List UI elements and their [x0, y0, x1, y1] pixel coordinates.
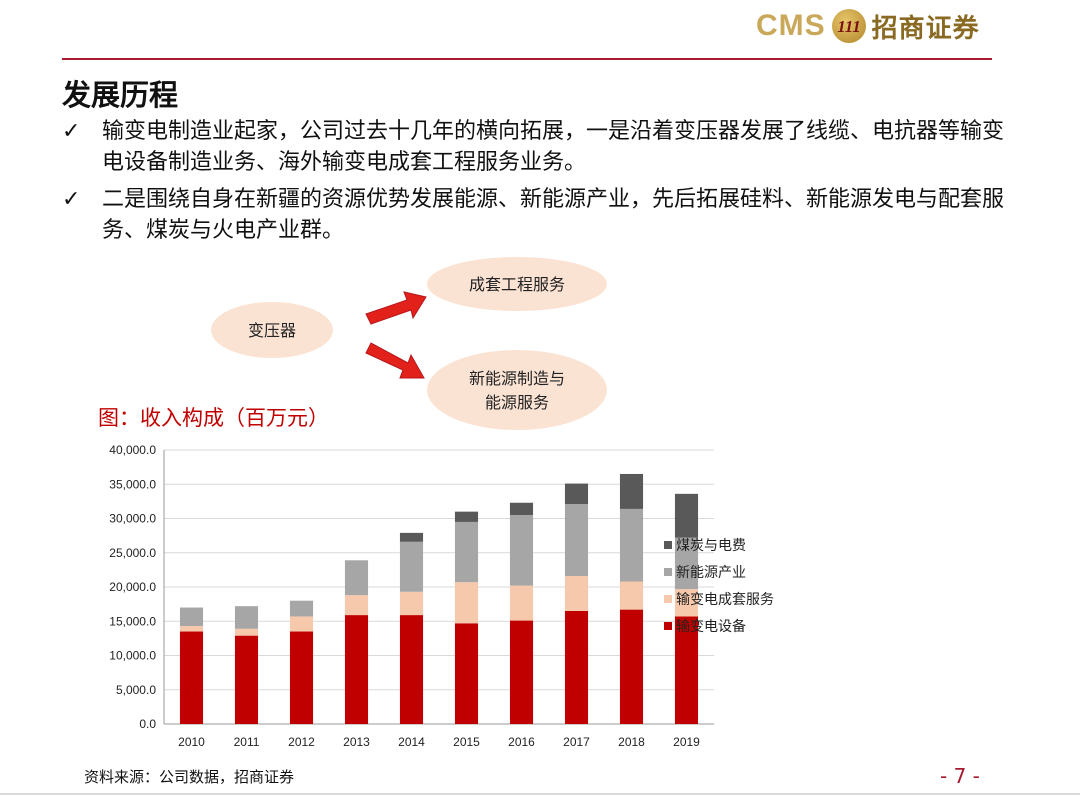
legend-swatch — [664, 595, 672, 603]
x-tick-label: 2018 — [618, 735, 645, 749]
bullet-text: 输变电制造业起家，公司过去十几年的横向拓展，一是沿着变压器发展了线缆、电抗器等输… — [102, 119, 1005, 175]
diagram-node-new-energy — [427, 350, 607, 430]
bar-segment — [509, 620, 534, 724]
legend-swatch — [664, 568, 672, 576]
checkmark-icon: ✓ — [62, 187, 81, 212]
legend-label: 输变电设备 — [676, 618, 746, 635]
bar-segment — [399, 591, 424, 616]
x-tick-label: 2016 — [508, 735, 535, 749]
diagram-node-engineering — [427, 257, 607, 311]
bullet-text: 二是围绕自身在新疆的资源优势发展能源、新能源产业，先后拓展硅料、新能源发电与配套… — [102, 187, 1005, 243]
bar-segment — [674, 493, 699, 538]
bar-segment — [234, 628, 259, 636]
arrow-up-right-icon — [365, 291, 427, 325]
header-divider — [62, 58, 992, 60]
y-tick-label: 25,000.0 — [109, 546, 156, 560]
legend-label: 新能源产业 — [676, 565, 746, 581]
bar-segment — [619, 508, 644, 582]
bar-segment — [619, 581, 644, 610]
bar-segment — [674, 589, 699, 617]
logo-badge-icon: 111 — [831, 9, 866, 43]
figure-caption: 图：收入构成（百万元） — [98, 406, 329, 430]
bar-segment — [619, 609, 644, 724]
arrow-down-right-icon — [365, 342, 425, 379]
logo-company-name: 招商证券 — [871, 13, 980, 44]
y-tick-label: 30,000.0 — [109, 512, 156, 526]
bar-segment — [564, 504, 589, 577]
legend-label: 输变电成套服务 — [676, 592, 774, 608]
bar-segment — [344, 560, 369, 596]
company-logo: CMS 111 招商证券 — [756, 6, 980, 46]
bar-segment — [509, 502, 534, 516]
x-tick-label: 2010 — [178, 735, 205, 749]
bar-segment — [674, 537, 699, 590]
y-tick-label: 0.0 — [139, 717, 156, 731]
y-tick-label: 20,000.0 — [109, 580, 156, 594]
page-number: - 7 - — [940, 764, 980, 788]
bar-segment — [509, 585, 534, 621]
bar-segment — [399, 541, 424, 592]
footer-divider — [0, 793, 1080, 795]
checkmark-icon: ✓ — [62, 119, 81, 144]
bullet-list: ✓ 输变电制造业起家，公司过去十几年的横向拓展，一是沿着变压器发展了线缆、电抗器… — [62, 116, 1012, 252]
x-tick-label: 2012 — [288, 735, 315, 749]
bar-segment — [619, 473, 644, 509]
y-tick-label: 35,000.0 — [109, 477, 156, 491]
bar-segment — [399, 615, 424, 724]
y-tick-label: 40,000.0 — [109, 443, 156, 457]
legend-swatch — [664, 541, 672, 549]
x-tick-label: 2015 — [453, 735, 480, 749]
diagram-node-new-energy-label-1: 新能源制造与 — [469, 369, 565, 388]
bullet-item: ✓ 输变电制造业起家，公司过去十几年的横向拓展，一是沿着变压器发展了线缆、电抗器… — [62, 116, 1012, 178]
bar-segment — [234, 635, 259, 724]
diagram-node-transformer — [211, 302, 333, 358]
logo-cms-text: CMS — [756, 9, 826, 42]
source-note: 资料来源：公司数据，招商证券 — [84, 768, 295, 786]
legend-swatch — [664, 622, 672, 630]
bar-segment — [454, 623, 479, 724]
y-tick-label: 5,000.0 — [116, 683, 156, 697]
bar-segment — [454, 511, 479, 522]
diagram-node-engineering-label: 成套工程服务 — [469, 275, 565, 294]
bar-segment — [564, 610, 589, 724]
bar-segment — [179, 631, 204, 724]
bar-segment — [344, 615, 369, 724]
chart-y-axis: 0.0 5,000.0 10,000.0 15,000.0 20,000.0 25,000… — [109, 443, 156, 731]
bar-segment — [399, 532, 424, 542]
revenue-stacked-bar-chart: 0.0 5,000.0 10,000.0 15,000.0 20,000.0 25,000… — [109, 443, 774, 749]
bar-segment — [564, 576, 589, 611]
bar-segment — [289, 600, 314, 617]
bar-segment — [454, 582, 479, 624]
bar-segment — [289, 631, 314, 724]
bar-segment — [289, 616, 314, 632]
bar-segment — [179, 626, 204, 632]
x-tick-label: 2017 — [563, 735, 590, 749]
x-tick-label: 2011 — [234, 735, 260, 749]
logo-badge-text: 111 — [837, 17, 861, 36]
page-title: 发展历程 — [62, 78, 179, 112]
x-tick-label: 2013 — [343, 735, 370, 749]
y-tick-label: 10,000.0 — [109, 649, 156, 663]
diagram-node-transformer-label: 变压器 — [248, 321, 296, 340]
bar-segment — [179, 607, 204, 627]
bar-segment — [234, 606, 259, 629]
chart-bars — [179, 473, 699, 724]
bar-segment — [454, 521, 479, 583]
chart-x-axis: 2010 2011 2012 2013 2014 2015 2016 2017 2018 2019 — [178, 735, 700, 749]
diagram-node-new-energy-label-2: 能源服务 — [485, 393, 549, 412]
bullet-item: ✓ 二是围绕自身在新疆的资源优势发展能源、新能源产业，先后拓展硅料、新能源发电与… — [62, 184, 1012, 246]
bar-segment — [509, 515, 534, 586]
bar-segment — [344, 595, 369, 616]
legend-label: 煤炭与电费 — [676, 538, 746, 554]
x-tick-label: 2014 — [398, 735, 425, 749]
x-tick-label: 2019 — [673, 735, 700, 749]
bar-segment — [674, 616, 699, 724]
y-tick-label: 15,000.0 — [109, 614, 156, 628]
bar-segment — [564, 483, 589, 505]
